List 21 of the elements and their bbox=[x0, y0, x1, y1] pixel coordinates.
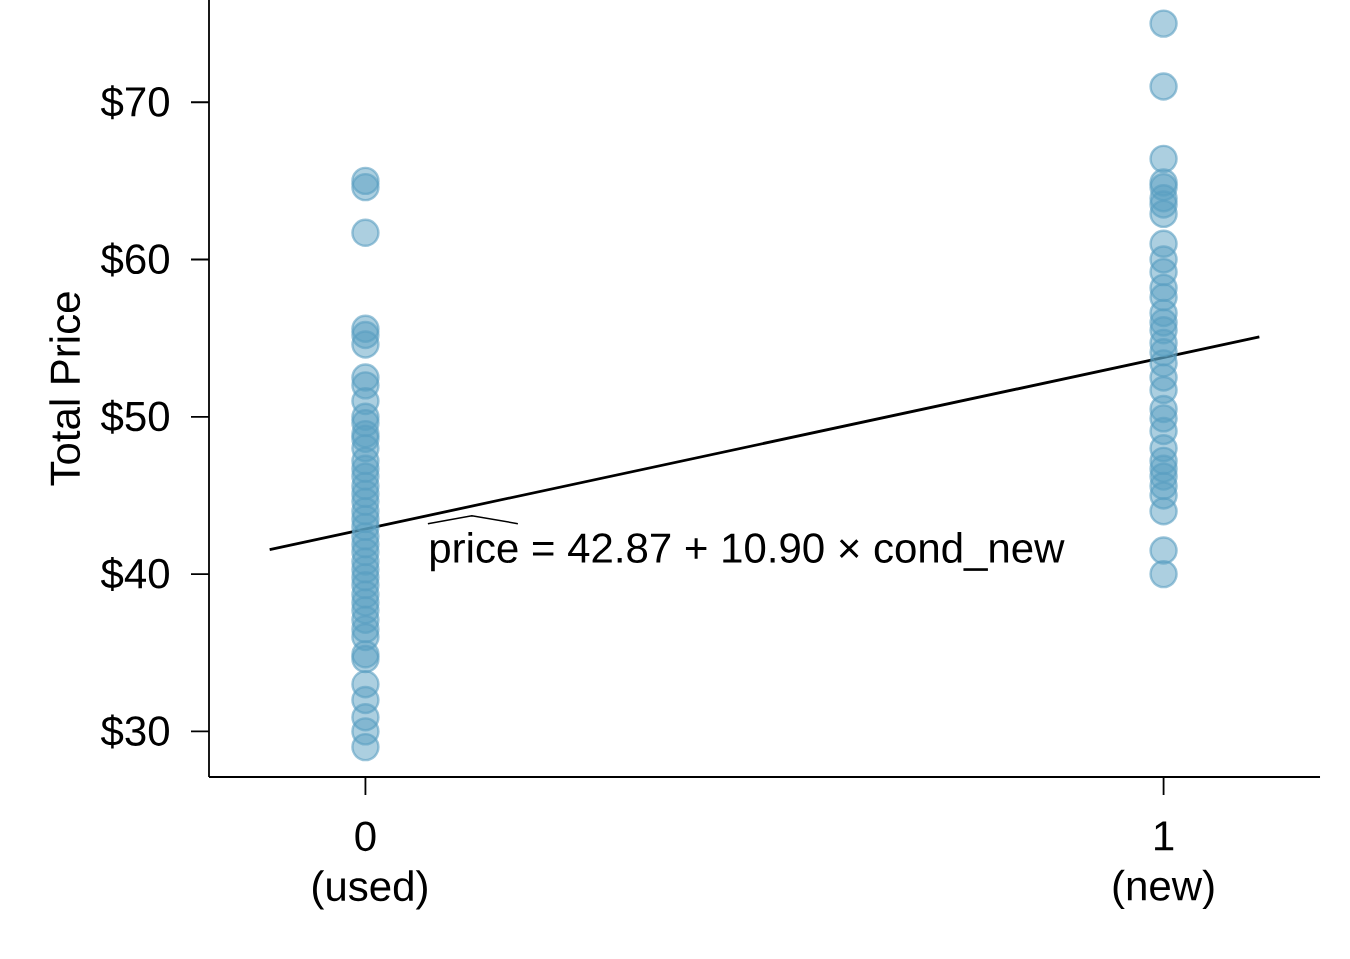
y-tick-label: $50 bbox=[100, 399, 169, 434]
point bbox=[1149, 536, 1178, 565]
point bbox=[351, 218, 380, 247]
point bbox=[351, 172, 380, 202]
point bbox=[351, 644, 380, 674]
y-tick-label: $30 bbox=[100, 714, 169, 749]
point bbox=[1149, 9, 1178, 38]
point bbox=[1149, 72, 1178, 101]
y-tick-label: $60 bbox=[100, 242, 169, 277]
y-tick-label: $70 bbox=[100, 85, 169, 120]
point bbox=[1149, 199, 1178, 229]
y-axis-title: Total Price bbox=[49, 292, 81, 486]
x-tick-label: 1 (new) bbox=[1113, 821, 1214, 909]
point bbox=[1149, 496, 1178, 526]
point bbox=[1149, 144, 1178, 174]
point bbox=[351, 330, 380, 359]
point bbox=[1149, 559, 1178, 589]
y-tick-label: $40 bbox=[100, 557, 169, 592]
annotation: price = 42.87 + 10.90 × cond_new bbox=[430, 532, 1065, 572]
x-tick-label: 0 (used) bbox=[313, 821, 427, 910]
point bbox=[351, 732, 380, 762]
